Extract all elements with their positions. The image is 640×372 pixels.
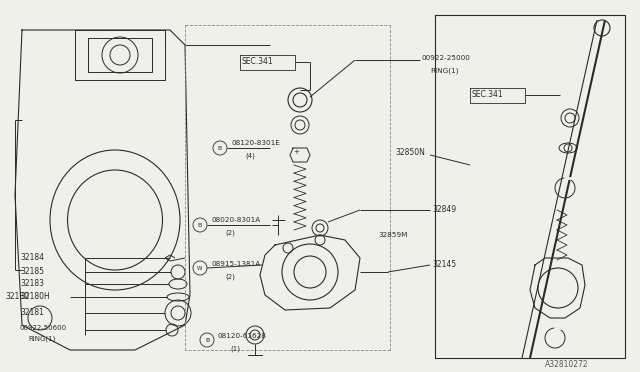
Text: 32859M: 32859M	[378, 232, 408, 238]
Text: A32810272: A32810272	[545, 360, 589, 369]
Text: (1): (1)	[230, 346, 240, 353]
Text: SEC.341: SEC.341	[242, 57, 274, 66]
Text: 32183: 32183	[20, 279, 44, 288]
Text: B: B	[218, 145, 222, 151]
Text: 00922-50600: 00922-50600	[20, 325, 67, 331]
Text: 32849: 32849	[432, 205, 456, 214]
Text: 32850N: 32850N	[395, 148, 425, 157]
Text: RING(1): RING(1)	[430, 67, 458, 74]
Text: SEC.341: SEC.341	[472, 90, 504, 99]
Text: (2): (2)	[225, 229, 235, 235]
Text: 08915-1381A: 08915-1381A	[212, 261, 261, 267]
Text: 00922-25000: 00922-25000	[422, 55, 471, 61]
Text: B: B	[198, 222, 202, 228]
Text: RING(1): RING(1)	[28, 336, 56, 343]
Text: (2): (2)	[225, 274, 235, 280]
Text: 32180: 32180	[5, 292, 29, 301]
Text: B: B	[205, 337, 209, 343]
Text: 08120-8301E: 08120-8301E	[232, 140, 281, 146]
Text: W: W	[197, 266, 203, 270]
Text: (4): (4)	[245, 152, 255, 158]
Text: 08120-61628: 08120-61628	[218, 333, 267, 339]
Text: 32184: 32184	[20, 253, 44, 262]
Text: 32180H: 32180H	[20, 292, 50, 301]
Text: 32145: 32145	[432, 260, 456, 269]
Text: 08020-8301A: 08020-8301A	[212, 217, 261, 223]
Text: 32181: 32181	[20, 308, 44, 317]
Text: 32185: 32185	[20, 267, 44, 276]
Text: +: +	[293, 149, 299, 155]
